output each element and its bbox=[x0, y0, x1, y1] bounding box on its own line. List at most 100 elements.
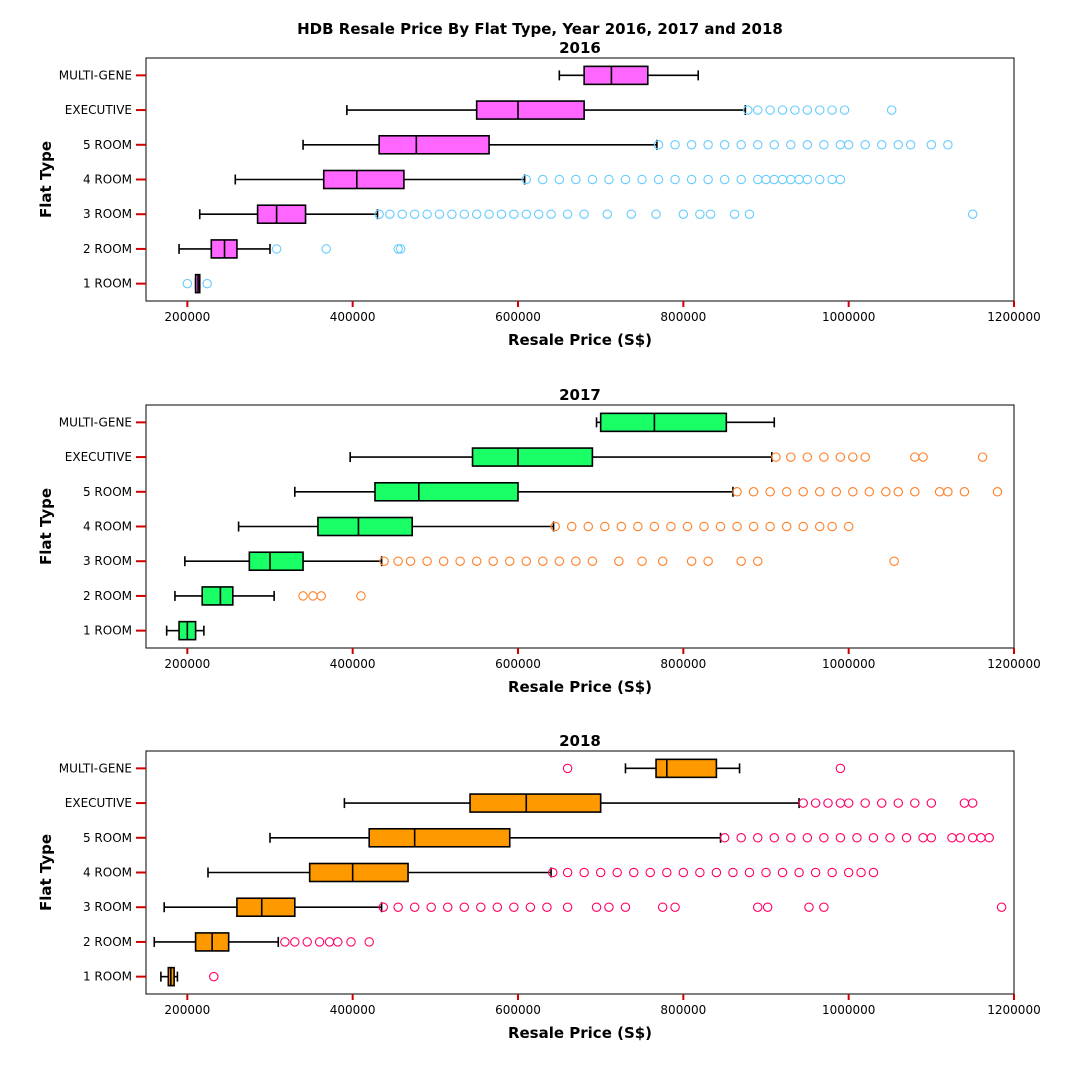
box-executive bbox=[343, 793, 978, 813]
outlier-point bbox=[492, 902, 503, 912]
box-multi-gene bbox=[558, 65, 700, 86]
outlier-point bbox=[699, 521, 709, 532]
outlier-point bbox=[835, 174, 846, 185]
outlier-point bbox=[393, 902, 403, 912]
chart-panel-2017: 2017 200000 400000 600000 800000 1000000 12000… bbox=[37, 386, 1041, 696]
outlier-point bbox=[600, 521, 610, 532]
outlier-point bbox=[943, 487, 953, 497]
box-2-room bbox=[153, 932, 374, 952]
outlier-point bbox=[438, 556, 449, 566]
box-iqr bbox=[308, 862, 409, 883]
outlier-point bbox=[910, 452, 920, 462]
outlier-point bbox=[977, 452, 988, 462]
outlier-point bbox=[447, 209, 457, 219]
outlier-point bbox=[728, 867, 738, 878]
outlier-point bbox=[554, 174, 565, 185]
outlier-point bbox=[686, 556, 697, 566]
outlier-point bbox=[711, 867, 722, 878]
box-multi-gene bbox=[562, 758, 846, 779]
outlier-point bbox=[182, 278, 193, 289]
outlier-point bbox=[434, 209, 445, 219]
outlier-point bbox=[798, 487, 808, 497]
outlier-point bbox=[546, 209, 556, 219]
outlier-point bbox=[649, 521, 660, 532]
outlier-point bbox=[302, 937, 312, 947]
outlier-point bbox=[752, 140, 763, 150]
y-tick-label: MULTI-GENE bbox=[59, 761, 132, 775]
outlier-point bbox=[984, 833, 994, 843]
outlier-point bbox=[819, 902, 829, 912]
y-tick-label: 5 ROOM bbox=[83, 485, 132, 499]
box-iqr bbox=[256, 204, 307, 225]
outlier-point bbox=[918, 833, 928, 843]
y-tick-label: 5 ROOM bbox=[83, 831, 132, 845]
outlier-point bbox=[455, 556, 465, 566]
box-iqr bbox=[475, 100, 585, 120]
outlier-point bbox=[682, 521, 693, 532]
outlier-point bbox=[715, 521, 726, 532]
outlier-point bbox=[637, 174, 647, 185]
y-tick-label: 5 ROOM bbox=[83, 138, 132, 152]
outlier-point bbox=[810, 867, 821, 878]
outlier-point bbox=[476, 902, 486, 912]
outlier-point bbox=[736, 556, 746, 566]
outlier-point bbox=[583, 521, 594, 532]
box-executive bbox=[346, 100, 897, 120]
outlier-point bbox=[765, 487, 775, 497]
outlier-point bbox=[959, 487, 970, 497]
outlier-point bbox=[509, 902, 519, 912]
outlier-point bbox=[761, 867, 771, 878]
outlier-point bbox=[852, 833, 862, 843]
outlier-point bbox=[521, 209, 532, 219]
box-5-room bbox=[293, 481, 1003, 502]
box-iqr bbox=[317, 516, 413, 537]
outlier-point bbox=[509, 209, 519, 219]
outlier-point bbox=[732, 487, 742, 497]
outlier-point bbox=[790, 105, 800, 115]
outlier-point bbox=[422, 209, 432, 219]
outlier-point bbox=[769, 833, 780, 843]
y-tick-label: 4 ROOM bbox=[83, 173, 132, 187]
y-tick-label: 1 ROOM bbox=[83, 277, 132, 291]
outlier-point bbox=[835, 798, 846, 808]
outlier-point bbox=[835, 140, 846, 150]
outlier-point bbox=[562, 763, 573, 774]
outlier-point bbox=[547, 867, 558, 878]
box-2-room bbox=[178, 239, 406, 259]
outlier-point bbox=[409, 209, 420, 219]
outlier-point bbox=[719, 174, 730, 185]
panel-title: 2016 bbox=[559, 39, 601, 57]
outlier-point bbox=[752, 174, 763, 185]
box-iqr bbox=[368, 827, 511, 848]
outlier-point bbox=[786, 452, 796, 462]
outlier-point bbox=[374, 209, 384, 219]
outlier-point bbox=[651, 209, 661, 219]
y-tick-label: 4 ROOM bbox=[83, 866, 132, 880]
box-1-room bbox=[182, 273, 212, 294]
outlier-point bbox=[324, 937, 335, 947]
outlier-point bbox=[616, 521, 627, 532]
outlier-point bbox=[316, 591, 327, 601]
outlier-point bbox=[653, 174, 664, 185]
outlier-point bbox=[719, 140, 730, 150]
box-4-room bbox=[207, 862, 879, 883]
outlier-point bbox=[831, 487, 842, 497]
outlier-point bbox=[752, 902, 763, 912]
x-axis-label: Resale Price (S$) bbox=[508, 1024, 652, 1042]
outlier-point bbox=[876, 140, 887, 150]
outlier-point bbox=[653, 140, 664, 150]
outlier-point bbox=[686, 174, 697, 185]
outlier-point bbox=[893, 487, 904, 497]
outlier-point bbox=[620, 174, 631, 185]
outlier-point bbox=[926, 833, 937, 843]
outlier-point bbox=[786, 140, 796, 150]
box-3-room bbox=[198, 204, 978, 225]
outlier-point bbox=[752, 556, 763, 566]
outlier-point bbox=[771, 452, 781, 462]
outlier-point bbox=[736, 174, 746, 185]
outlier-point bbox=[484, 209, 494, 219]
outlier-point bbox=[804, 902, 814, 912]
outlier-point bbox=[761, 174, 771, 185]
outlier-point bbox=[579, 867, 589, 878]
outlier-point bbox=[346, 937, 356, 947]
